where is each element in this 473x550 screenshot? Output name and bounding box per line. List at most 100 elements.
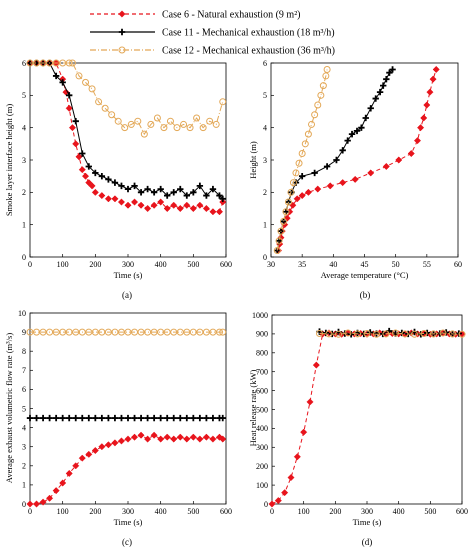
data-point: [202, 433, 210, 441]
data-point: [118, 182, 125, 190]
data-point: [351, 175, 359, 183]
data-point: [362, 114, 369, 122]
series-plus: [26, 414, 226, 422]
data-point: [111, 439, 119, 447]
data-point: [65, 104, 73, 112]
plot-frame: [271, 314, 463, 505]
legend-label: Case 6 - Natural exhaustion (9 m²): [162, 10, 301, 21]
data-point: [373, 330, 380, 338]
series-diamond: [268, 329, 466, 508]
x-tick-label: 50: [392, 260, 400, 269]
data-point: [363, 330, 371, 338]
series-line: [30, 434, 223, 505]
data-point: [137, 431, 145, 439]
data-point: [79, 150, 86, 157]
data-point: [177, 414, 184, 422]
data-point: [52, 328, 60, 336]
data-point: [124, 185, 132, 193]
data-point: [298, 192, 306, 200]
data-point: [316, 330, 323, 338]
y-tick-label: 1: [22, 220, 26, 229]
legend-marker: [118, 46, 126, 54]
data-point: [219, 414, 226, 422]
data-point: [298, 172, 306, 180]
legend-marker: [118, 10, 126, 18]
data-point: [298, 150, 306, 158]
y-tick-label: 0: [22, 500, 26, 509]
data-point: [121, 124, 129, 132]
data-point: [131, 328, 139, 336]
series-diamond: [26, 431, 227, 508]
data-point: [186, 124, 194, 132]
data-point: [281, 489, 289, 497]
series-line: [278, 69, 437, 251]
data-point: [170, 435, 178, 443]
data-point: [196, 201, 204, 209]
y-tick-label: 10: [18, 309, 26, 318]
y-tick-label: 500: [256, 405, 268, 414]
data-point: [383, 75, 390, 83]
data-point: [289, 179, 297, 187]
data-point: [430, 330, 437, 338]
data-point: [203, 414, 210, 422]
data-point: [209, 435, 217, 443]
x-tick-label: 100: [57, 260, 69, 269]
data-point: [216, 192, 223, 199]
y-tick-label: 3: [22, 156, 26, 165]
x-tick-label: 600: [220, 507, 232, 516]
y-tick-label: 2: [22, 188, 26, 197]
data-point: [91, 446, 99, 455]
x-tick-label: 40: [329, 260, 337, 269]
data-point: [118, 414, 125, 422]
series-line: [276, 69, 328, 251]
x-tick-label: 300: [361, 507, 373, 516]
data-point: [157, 328, 165, 336]
data-point: [108, 111, 116, 119]
data-point: [301, 140, 309, 148]
data-point: [39, 59, 47, 67]
data-point: [311, 111, 319, 119]
data-point: [176, 433, 184, 441]
y-tick-label: 4: [22, 423, 26, 432]
data-point: [439, 329, 447, 337]
y-tick-label: 5: [22, 404, 26, 413]
data-point: [322, 72, 330, 80]
data-point: [372, 95, 379, 102]
data-point: [72, 140, 80, 148]
data-point: [164, 192, 171, 199]
data-point: [183, 328, 191, 336]
data-point: [282, 208, 290, 215]
data-point: [59, 414, 66, 422]
data-point: [348, 130, 356, 138]
data-point: [104, 441, 112, 449]
data-point: [98, 414, 106, 422]
data-point: [157, 185, 164, 193]
data-point: [287, 188, 295, 196]
data-point: [33, 59, 41, 67]
data-point: [420, 330, 428, 338]
data-point: [150, 189, 158, 196]
data-point: [219, 98, 227, 106]
series-plus: [26, 59, 226, 202]
data-point: [219, 328, 227, 336]
data-point: [59, 59, 67, 67]
y-tick-label: 200: [256, 462, 268, 471]
x-tick-label: 500: [424, 507, 436, 516]
y-tick-label: 0: [22, 253, 26, 262]
data-point: [91, 328, 99, 336]
y-tick-label: 100: [256, 481, 268, 490]
data-point: [339, 147, 346, 154]
y-tick-label: 600: [256, 386, 268, 395]
data-point: [306, 398, 314, 406]
data-point: [312, 361, 320, 369]
panel-label: (a): [122, 290, 132, 300]
data-point: [202, 204, 210, 213]
data-point: [304, 188, 312, 196]
data-point: [52, 59, 60, 67]
data-point: [417, 124, 425, 132]
y-axis-label: Heat release rate (kW): [248, 369, 258, 446]
data-point: [314, 101, 322, 109]
data-point: [314, 185, 322, 193]
